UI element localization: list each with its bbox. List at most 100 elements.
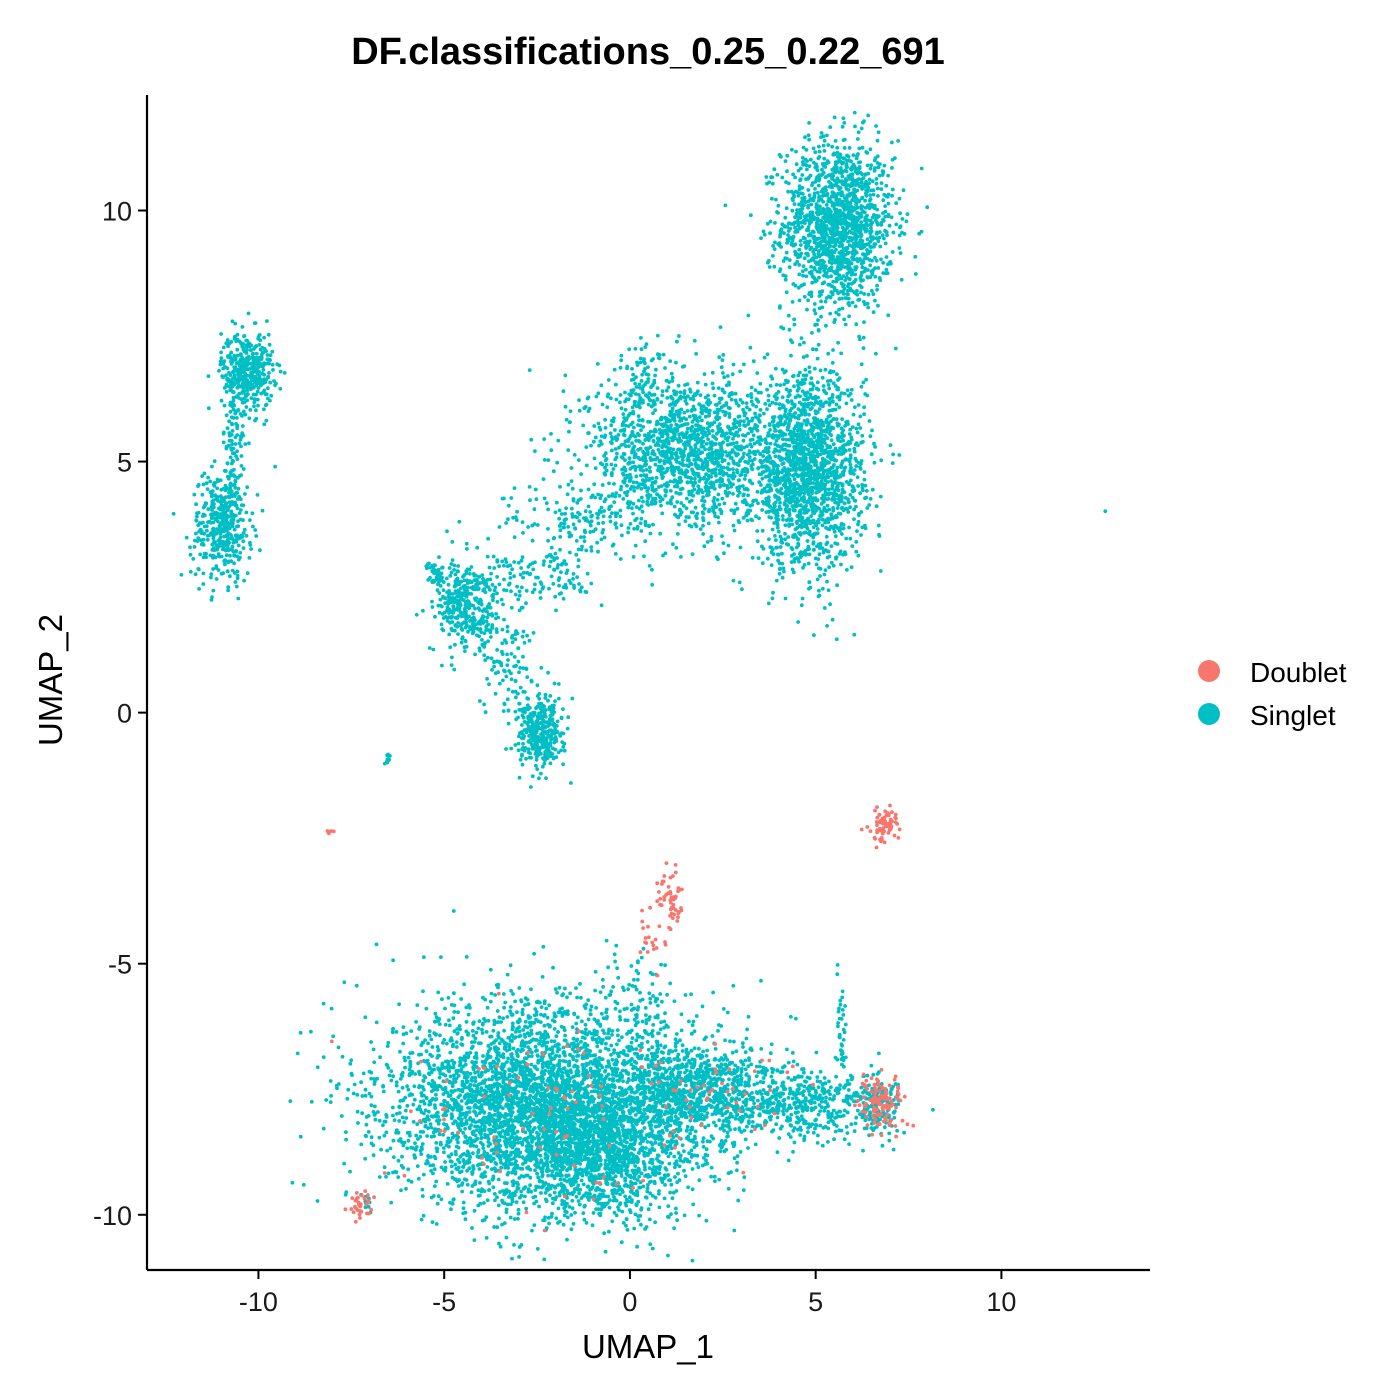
data-point-singlet: [753, 411, 757, 416]
data-point-singlet: [801, 162, 806, 167]
data-point-singlet: [841, 274, 846, 279]
data-point-singlet: [551, 469, 556, 474]
data-point-singlet: [828, 221, 833, 226]
data-point-singlet: [256, 358, 261, 363]
data-point-singlet: [223, 543, 227, 548]
data-point-singlet: [221, 440, 226, 445]
data-point-singlet: [795, 379, 800, 384]
data-point-singlet: [603, 417, 607, 422]
data-point-singlet: [913, 272, 918, 276]
data-point-singlet: [734, 430, 739, 435]
data-point-singlet: [737, 427, 742, 432]
data-point-singlet: [750, 427, 754, 432]
data-point-singlet: [241, 433, 246, 438]
data-point-singlet: [777, 306, 782, 310]
data-point-singlet: [527, 368, 532, 372]
data-point-singlet: [832, 286, 837, 290]
data-point-singlet: [826, 351, 831, 356]
data-point-singlet: [800, 156, 805, 160]
data-point-singlet: [245, 388, 250, 393]
data-point-singlet: [761, 454, 766, 458]
data-point-singlet: [812, 215, 817, 220]
data-point-singlet: [834, 165, 839, 170]
data-point-singlet: [818, 574, 822, 578]
data-point-singlet: [701, 516, 705, 520]
data-point-singlet: [814, 523, 819, 528]
data-point-singlet: [235, 347, 240, 352]
data-point-singlet: [863, 198, 867, 203]
data-point-singlet: [807, 193, 812, 198]
data-point-singlet: [854, 250, 859, 255]
data-point-singlet: [794, 455, 799, 460]
data-point-singlet: [620, 423, 625, 428]
data-point-singlet: [881, 260, 886, 265]
data-point-singlet: [845, 153, 849, 158]
data-point-singlet: [791, 374, 795, 379]
data-point-singlet: [824, 323, 828, 328]
data-point-singlet: [836, 259, 841, 264]
data-point-singlet: [664, 378, 669, 383]
data-point-singlet: [811, 540, 816, 545]
data-point-singlet: [770, 527, 775, 532]
data-point-singlet: [742, 419, 746, 424]
data-point-singlet: [841, 289, 845, 294]
data-point-singlet: [677, 522, 681, 527]
data-point-singlet: [802, 340, 806, 345]
data-point-singlet: [806, 429, 811, 433]
data-point-singlet: [839, 426, 844, 431]
data-point-singlet: [776, 471, 780, 476]
data-point-singlet: [805, 228, 809, 233]
data-point-singlet: [826, 199, 831, 204]
data-point-singlet: [841, 258, 846, 262]
data-point-singlet: [854, 240, 858, 245]
data-point-singlet: [660, 439, 664, 444]
data-point-singlet: [677, 334, 681, 338]
data-point-singlet: [786, 517, 791, 521]
data-point-singlet: [609, 440, 613, 444]
data-point-singlet: [200, 529, 204, 534]
data-point-singlet: [802, 294, 807, 299]
data-point-singlet: [621, 412, 626, 416]
data-point-singlet: [778, 419, 783, 424]
data-point-singlet: [805, 167, 809, 172]
data-point-singlet: [807, 221, 812, 226]
data-point-singlet: [765, 181, 769, 186]
data-point-singlet: [784, 250, 789, 255]
data-point-singlet: [850, 237, 855, 242]
data-point-singlet: [806, 188, 811, 192]
data-point-singlet: [211, 513, 216, 517]
data-point-singlet: [855, 475, 860, 480]
data-point-singlet: [219, 350, 224, 355]
data-point-singlet: [640, 509, 645, 514]
data-point-singlet: [827, 294, 831, 299]
data-point-singlet: [818, 204, 822, 209]
data-point-singlet: [815, 356, 820, 361]
data-point-singlet: [678, 491, 683, 496]
data-point-singlet: [849, 387, 854, 392]
data-point-singlet: [828, 212, 833, 217]
data-point-singlet: [836, 155, 841, 159]
data-point-singlet: [868, 222, 873, 227]
data-point-singlet: [773, 482, 778, 487]
data-point-singlet: [852, 110, 857, 115]
data-point-singlet: [787, 432, 792, 436]
data-point-singlet: [890, 187, 895, 192]
data-point-singlet: [785, 169, 789, 174]
data-point-singlet: [786, 416, 790, 421]
data-point-singlet: [775, 172, 780, 177]
data-point-singlet: [817, 149, 822, 154]
data-point-singlet: [864, 377, 868, 382]
data-point-singlet: [223, 483, 228, 488]
data-point-singlet: [755, 489, 760, 494]
data-point-singlet: [230, 568, 235, 573]
data-point-singlet: [238, 437, 243, 442]
data-point-singlet: [726, 543, 731, 548]
data-point-singlet: [819, 244, 824, 248]
data-point-singlet: [844, 480, 849, 484]
data-point-singlet: [849, 204, 854, 209]
data-point-singlet: [249, 396, 254, 400]
data-point-singlet: [799, 603, 804, 608]
data-point-singlet: [850, 484, 855, 488]
data-point-singlet: [882, 163, 887, 168]
data-point-singlet: [812, 469, 817, 473]
